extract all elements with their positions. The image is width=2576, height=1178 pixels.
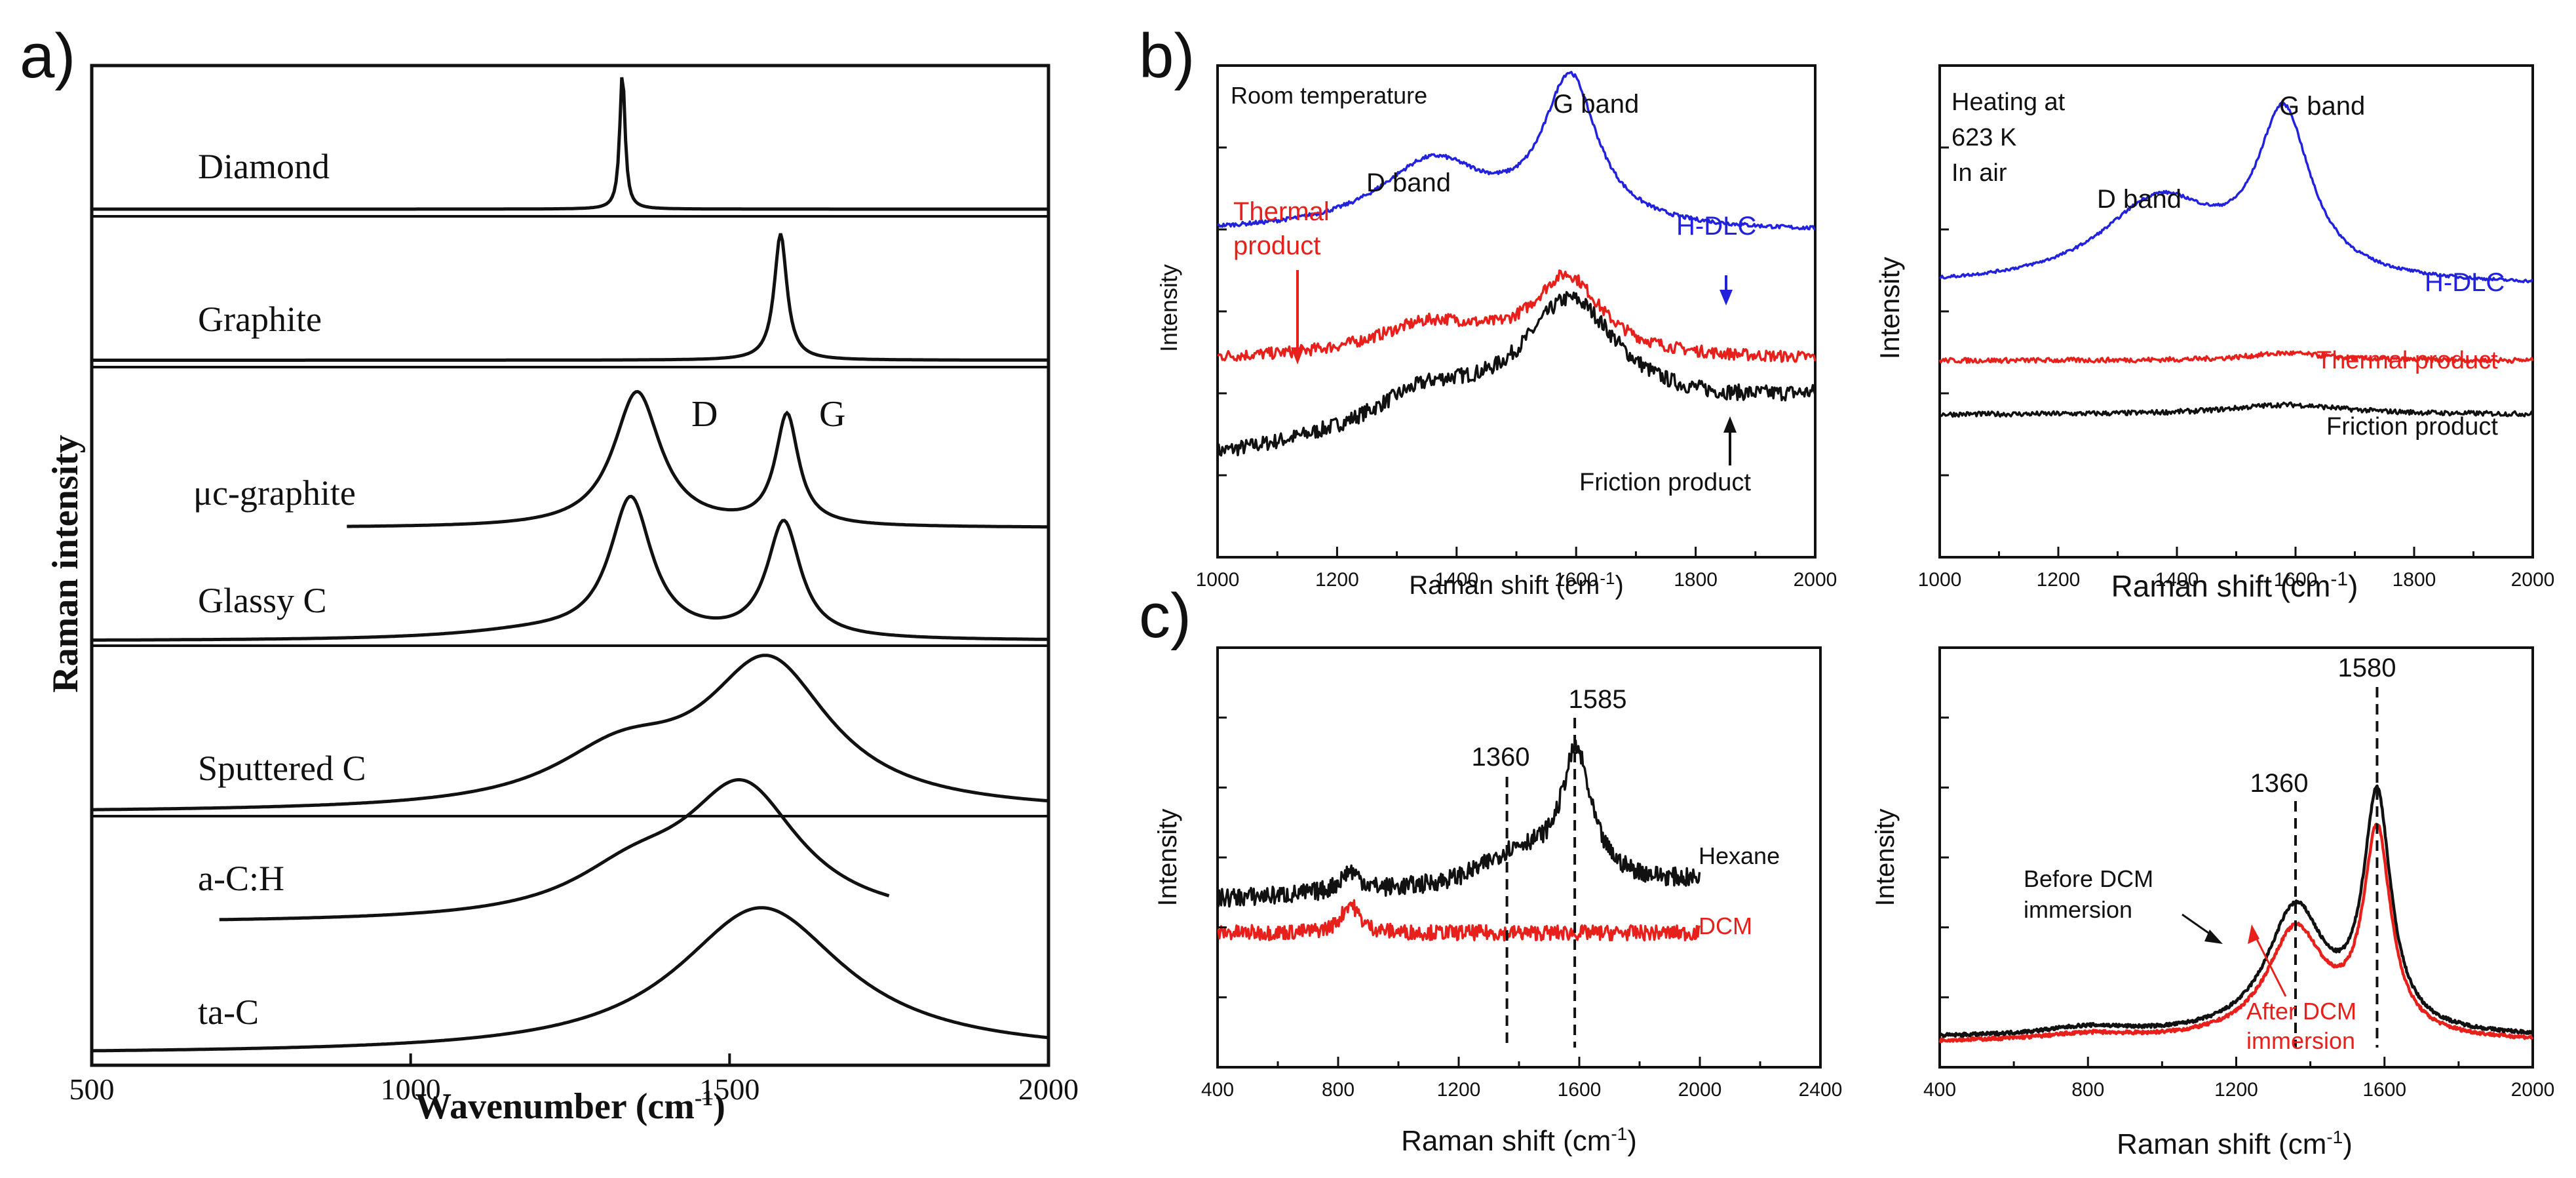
panel-label-c: c) — [1139, 581, 1191, 651]
chart-a-line-a-c-h — [220, 780, 889, 920]
chart-c1-ylabel: Intensity — [1153, 809, 1182, 907]
annotation-thermal-product-b2: Thermal product — [2316, 347, 2498, 374]
annotation-623-k: 623 K — [1951, 124, 2016, 151]
chart-c2-line-after-dcm-immersion — [1940, 824, 2533, 1042]
chart-a-line-graphite — [92, 233, 1048, 360]
chart-c2-xtick-label-400: 400 — [1923, 1079, 1956, 1101]
chart-b1-xtick-label-2000: 2000 — [1794, 569, 1837, 591]
chart-c1-ticks: 400 800 1200 1600 2000 2400 — [1201, 718, 1842, 1101]
panel-label-b: b) — [1139, 21, 1195, 91]
annotation-after-dcm: After DCM — [2246, 998, 2356, 1025]
chart-b2-xtick-label-1000: 1000 — [1918, 569, 1962, 591]
chart-a-xtick-label-2000: 2000 — [1018, 1072, 1079, 1106]
peak-label-g: G — [819, 394, 845, 435]
series-label-ta-c: ta-C — [198, 992, 259, 1032]
annotation-1360-c2: 1360 — [2250, 769, 2309, 798]
chart-c1-xtick-label-1200: 1200 — [1437, 1079, 1481, 1101]
peak-label-d: D — [691, 394, 718, 435]
chart-c2-xtick-label-800: 800 — [2071, 1079, 2104, 1101]
annotation-before-immersion: immersion — [2024, 896, 2132, 923]
series-label-diamond: Diamond — [198, 147, 330, 186]
chart-b1-xtick-label-1200: 1200 — [1315, 569, 1359, 591]
chart-b1: 1000 1200 1400 1600 1800 2000 Room temperatur… — [1155, 66, 1837, 600]
annotation-1580: 1580 — [2338, 654, 2396, 682]
annotation-in-air: In air — [1951, 159, 2007, 187]
series-label-sputtered-c: Sputtered C — [198, 749, 366, 788]
chart-c2-xlabel: Raman shift (cm-1) — [2117, 1127, 2353, 1160]
chart-c1-xtick-label-2000: 2000 — [1678, 1079, 1722, 1101]
series-label-a-c-h: a-C:H — [198, 859, 284, 898]
annotation-after-immersion: immersion — [2246, 1027, 2355, 1054]
panel-label-a: a) — [20, 21, 75, 91]
annotation-room-temperature: Room temperature — [1231, 82, 1427, 109]
chart-b2-xtick-label-1800: 1800 — [2393, 569, 2436, 591]
annotation-hexane: Hexane — [1699, 842, 1780, 869]
annotation-h-dlc: H-DLC — [1676, 212, 1756, 241]
chart-c2-xtick-label-2000: 2000 — [2511, 1079, 2555, 1101]
chart-c1-xtick-label-800: 800 — [1322, 1079, 1355, 1101]
chart-c2-ylabel: Intensity — [1871, 809, 1900, 907]
chart-c2-xtick-label-1600: 1600 — [2362, 1079, 2406, 1101]
chart-b2-line-h-dlc — [1940, 103, 2533, 283]
annotation-h-dlc-b2: H-DLC — [2425, 268, 2505, 297]
chart-b1-xtick-label-1800: 1800 — [1674, 569, 1718, 591]
chart-c2: 400 800 1200 1600 2000 1580 1360 Before DCM … — [1871, 648, 2554, 1160]
annotation-thermal: Thermal — [1233, 197, 1330, 226]
chart-b2-xtick-label-1200: 1200 — [2037, 569, 2081, 591]
chart-c1: 400 800 1200 1600 2000 2400 1585 1360 Hexane … — [1153, 648, 1842, 1157]
chart-a-ylabel: Raman intensity — [45, 435, 86, 693]
annotation-before-dcm: Before DCM — [2024, 865, 2153, 892]
chart-c2-xtick-label-1200: 1200 — [2214, 1079, 2258, 1101]
chart-c1-xtick-label-2400: 2400 — [1799, 1079, 1843, 1101]
annotation-friction-product-b2: Friction product — [2326, 413, 2498, 441]
chart-a-xtick-label-500: 500 — [69, 1072, 115, 1106]
chart-c1-series-group — [1218, 741, 1700, 941]
chart-b2-frame — [1940, 66, 2533, 557]
annotation-1585: 1585 — [1569, 685, 1627, 714]
arrowhead-h-dlc — [1720, 290, 1733, 305]
chart-a: 500 1000 1500 2000 Diamond Graphite μc-grap… — [45, 66, 1079, 1127]
chart-b2: 1000 1200 1400 1600 1800 2000 Heating at 623 … — [1874, 66, 2554, 603]
chart-c1-xlabel: Raman shift (cm-1) — [1401, 1124, 1637, 1157]
chart-c2-frame — [1940, 648, 2533, 1067]
arrowhead-friction-product — [1723, 416, 1737, 433]
chart-b1-xtick-label-1000: 1000 — [1196, 569, 1240, 591]
series-label-graphite: Graphite — [198, 300, 322, 339]
series-label-uc-graphite: μc-graphite — [193, 473, 356, 513]
chart-b1-series-group — [1218, 72, 1815, 460]
chart-b2-xtick-label-2000: 2000 — [2511, 569, 2555, 591]
chart-c1-line-hexane — [1218, 741, 1700, 907]
chart-b1-xlabel: Raman shift (cm-1) — [1409, 568, 1624, 600]
chart-b2-ylabel: Intensity — [1874, 257, 1905, 359]
chart-c2-ticks: 400 800 1200 1600 2000 — [1923, 718, 2554, 1101]
annotation-friction-product: Friction product — [1579, 469, 1751, 496]
chart-b2-xlabel: Raman shift (cm-1) — [2111, 568, 2358, 603]
annotation-d-band: D band — [1366, 168, 1451, 197]
annotation-g-band-b2: G band — [2279, 92, 2365, 121]
chart-c1-xtick-label-400: 400 — [1201, 1079, 1234, 1101]
annotation-product: product — [1233, 231, 1320, 260]
chart-a-xlabel: Wavenumber (cm-1) — [415, 1086, 725, 1127]
chart-c1-xtick-label-1600: 1600 — [1558, 1079, 1602, 1101]
annotation-d-band-b2: D band — [2097, 185, 2182, 214]
annotation-dcm: DCM — [1699, 913, 1752, 939]
chart-b1-ylabel: Intensity — [1155, 264, 1182, 352]
chart-a-series-group — [92, 77, 1048, 1051]
annotation-1360: 1360 — [1472, 743, 1530, 772]
annotation-g-band: G band — [1553, 90, 1639, 119]
chart-c1-line-dcm — [1218, 900, 1700, 940]
figure: a) b) c) 500 1000 1500 2000 Diamond Graphit… — [0, 0, 2576, 1178]
annotation-heating-at: Heating at — [1951, 88, 2066, 116]
series-label-glassy-c: Glassy C — [198, 581, 327, 620]
chart-a-line-diamond — [92, 77, 1048, 209]
